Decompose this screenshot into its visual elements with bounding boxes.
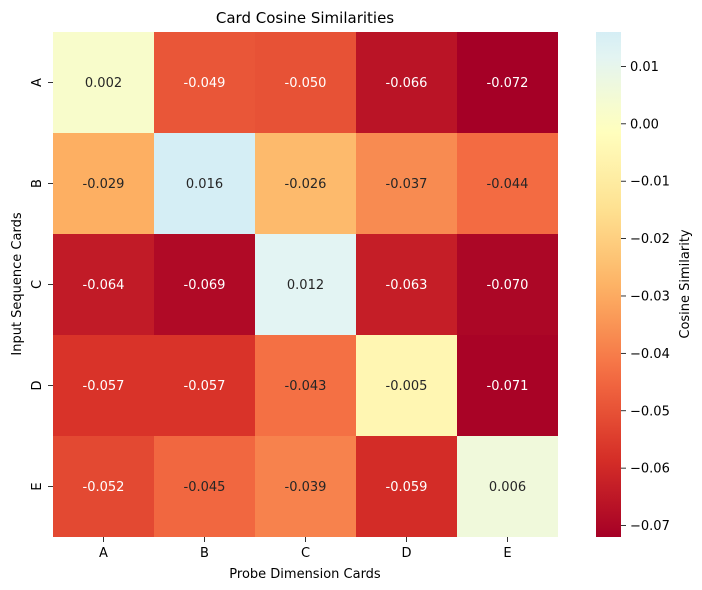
cell-annotation: -0.064	[83, 278, 125, 293]
heatmap-cell	[255, 133, 356, 234]
cell-annotation: -0.045	[184, 480, 226, 495]
cell-annotation: -0.057	[184, 379, 226, 394]
x-tick-label: D	[401, 546, 411, 561]
cell-annotation: -0.029	[83, 177, 125, 192]
y-tick-label: A	[30, 78, 45, 87]
x-tick-label: A	[99, 546, 108, 561]
cell-annotation: -0.044	[487, 177, 529, 192]
heatmap-cell	[154, 133, 255, 234]
colorbar-tick-label: −0.03	[630, 289, 670, 304]
cell-annotation: -0.026	[285, 177, 327, 192]
colorbar-tick-label: −0.07	[630, 519, 670, 534]
y-tick-label: E	[30, 482, 45, 490]
cell-annotation: -0.070	[487, 278, 529, 293]
x-tick-label: B	[200, 546, 209, 561]
colorbar	[596, 32, 621, 537]
cell-annotation: -0.052	[83, 480, 125, 495]
x-tick-label: E	[503, 546, 511, 561]
heatmap-cell	[356, 335, 457, 436]
heatmap-cell	[53, 436, 154, 537]
y-axis-ticks: A B C D E	[30, 78, 53, 491]
colorbar-tick-label: −0.04	[630, 347, 670, 362]
heatmap-cell	[457, 234, 558, 335]
cell-annotation: 0.006	[489, 480, 526, 495]
cell-annotation: 0.012	[287, 278, 324, 293]
heatmap-cell	[356, 436, 457, 537]
colorbar-tick-label: −0.02	[630, 232, 670, 247]
cell-annotation: -0.043	[285, 379, 327, 394]
cell-annotation: -0.063	[386, 278, 428, 293]
heatmap-cell	[255, 32, 356, 133]
cell-annotation: -0.057	[83, 379, 125, 394]
chart-title: Card Cosine Similarities	[216, 9, 394, 27]
heatmap-cell	[255, 436, 356, 537]
cell-annotation: 0.016	[186, 177, 223, 192]
cell-annotation: -0.005	[386, 379, 428, 394]
heatmap-cell	[53, 133, 154, 234]
cell-annotation: -0.039	[285, 480, 327, 495]
cell-annotation: -0.059	[386, 480, 428, 495]
cell-annotation: -0.069	[184, 278, 226, 293]
colorbar-tick-label: −0.01	[630, 175, 670, 190]
cell-annotation: -0.050	[285, 76, 327, 91]
colorbar-ticks: 0.01 0.00 −0.01 −0.02 −0.03 −0.04 −0.05 −0.06 −0…	[621, 60, 670, 534]
heatmap-cell	[255, 335, 356, 436]
y-axis-label: Input Sequence Cards	[10, 212, 25, 355]
cell-annotation: -0.037	[386, 177, 428, 192]
heatmap-cell	[356, 32, 457, 133]
colorbar-tick-label: −0.05	[630, 404, 670, 419]
heatmap-cell	[154, 234, 255, 335]
heatmap-cells: 0.002 -0.049 -0.050 -0.066 -0.072 -0.029 0.016…	[53, 32, 558, 537]
colorbar-tick-label: 0.00	[630, 117, 659, 132]
heatmap-cell	[457, 133, 558, 234]
x-tick-label: C	[301, 546, 310, 561]
heatmap-cell	[53, 335, 154, 436]
cell-annotation: -0.066	[386, 76, 428, 91]
heatmap-cell	[457, 335, 558, 436]
colorbar-tick-label: −0.06	[630, 462, 670, 477]
heatmap-cell	[457, 32, 558, 133]
heatmap-cell	[154, 32, 255, 133]
colorbar-label: Cosine Similarity	[678, 229, 693, 339]
cell-annotation: -0.072	[487, 76, 529, 91]
cell-annotation: -0.049	[184, 76, 226, 91]
heatmap-cell	[53, 234, 154, 335]
heatmap-cell	[53, 32, 154, 133]
heatmap-cell	[255, 234, 356, 335]
cell-annotation: 0.002	[85, 76, 122, 91]
y-tick-label: C	[30, 280, 45, 289]
y-tick-label: B	[30, 179, 45, 188]
y-tick-label: D	[30, 380, 45, 390]
x-axis-label: Probe Dimension Cards	[229, 567, 381, 582]
x-axis-ticks: A B C D E	[99, 537, 512, 561]
heatmap-cell	[356, 234, 457, 335]
heatmap-cell	[356, 133, 457, 234]
heatmap-cell	[457, 436, 558, 537]
heatmap-cell	[154, 436, 255, 537]
heatmap-cell	[154, 335, 255, 436]
cell-annotation: -0.071	[487, 379, 529, 394]
colorbar-tick-label: 0.01	[630, 60, 659, 75]
